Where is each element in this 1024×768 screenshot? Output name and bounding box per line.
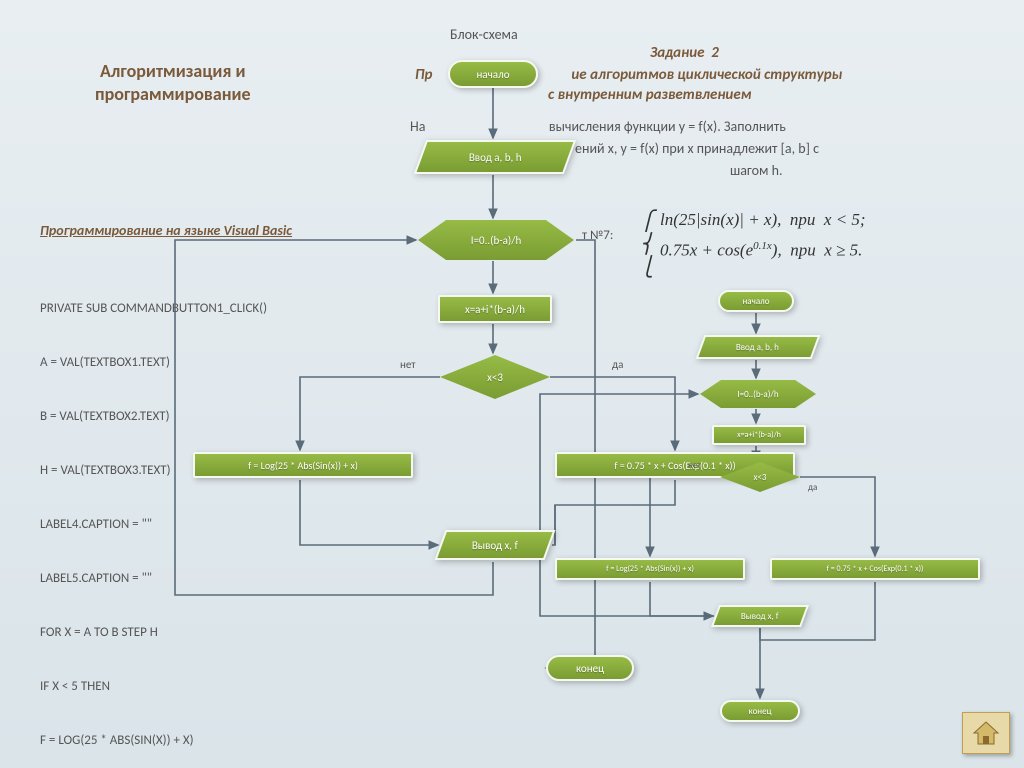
math-line-1: ln(25|sin(x)| + x), npu x < 5; xyxy=(660,210,866,230)
code-line: F = LOG(25 * ABS(SIN(X)) + X) xyxy=(40,733,194,748)
code-line: IF X < 5 THEN xyxy=(40,679,110,694)
code-line: A = VAL(TEXTBOX1.TEXT) xyxy=(40,355,170,370)
task-line-2: с внутренним разветвлением xyxy=(548,86,751,104)
fc2-output: Вывод x, f xyxy=(711,605,809,627)
fc2-start: начало xyxy=(718,290,794,312)
vb-heading: Программирование на языке Visual Basic xyxy=(40,222,292,239)
code-line: FOR X = A TO B STEP H xyxy=(40,625,158,640)
fc-loop: I=0..(b-a)/h xyxy=(418,220,574,260)
label2-yes: да xyxy=(808,482,817,493)
fc2-fright: f = 0.75 * x + Cos(Exp(0.1 * x)) xyxy=(770,558,980,580)
fc-end: конец xyxy=(546,655,634,681)
fc-output: Вывод x, f xyxy=(435,530,556,560)
fc-input: Ввод a, b, h xyxy=(414,140,576,174)
fc2-input: Ввод a, b, h xyxy=(696,335,821,359)
code-line: B = VAL(TEXTBOX2.TEXT) xyxy=(40,409,170,424)
code-line: PRIVATE SUB COMMANDBUTTON1_CLICK() xyxy=(40,301,267,316)
code-block: PRIVATE SUB COMMANDBUTTON1_CLICK() A = V… xyxy=(40,268,371,768)
left-heading-1: Алгоритмизация и xyxy=(100,60,246,82)
fc-calc: x=a+i*(b-a)/h xyxy=(438,295,552,323)
home-icon xyxy=(972,720,1000,746)
code-line: H = VAL(TEXTBOX3.TEXT) xyxy=(40,463,171,478)
left-heading-2: программирование xyxy=(95,83,251,105)
label-yes: да xyxy=(612,358,623,371)
label-no: нет xyxy=(400,358,416,371)
fc2-end: конец xyxy=(720,700,800,722)
desc-line-3: шагом h. xyxy=(730,162,783,179)
fc2-fleft: f = Log(25 * Abs(Sin(x)) + x) xyxy=(555,558,745,580)
variant-label: т №7: xyxy=(582,228,613,243)
fc2-loop: I=0..(b-a)/h xyxy=(700,380,816,408)
fc-start: начало xyxy=(448,60,538,88)
desc-line-1: На вычисления функции y = f(x). Заполнит… xyxy=(410,118,786,135)
math-line-2: 0.75x + cos(e0.1x), npu x ≥ 5. xyxy=(660,240,862,261)
fc2-calc: x=a+i*(b-a)/h xyxy=(712,425,806,445)
fc-fleft: f = Log(25 * Abs(Sin(x)) + x) xyxy=(193,452,413,478)
title-top: Блок-схема xyxy=(450,26,518,43)
page-root: Блок-схема Задание 2 Алгоритмизация и пр… xyxy=(0,0,1024,768)
code-line: LABEL4.CAPTION = "" xyxy=(40,517,152,532)
code-line: LABEL5.CAPTION = "" xyxy=(40,571,152,586)
home-button[interactable] xyxy=(962,712,1010,754)
math-brace: ⎧⎨⎩ xyxy=(640,210,654,279)
task-label: Задание 2 xyxy=(650,44,719,62)
fc-decision: x<3 xyxy=(440,355,550,399)
desc-line-2: ений x, y = f(x) при x принадлежит [a, b… xyxy=(575,140,819,157)
label2-no: нет xyxy=(688,460,701,471)
